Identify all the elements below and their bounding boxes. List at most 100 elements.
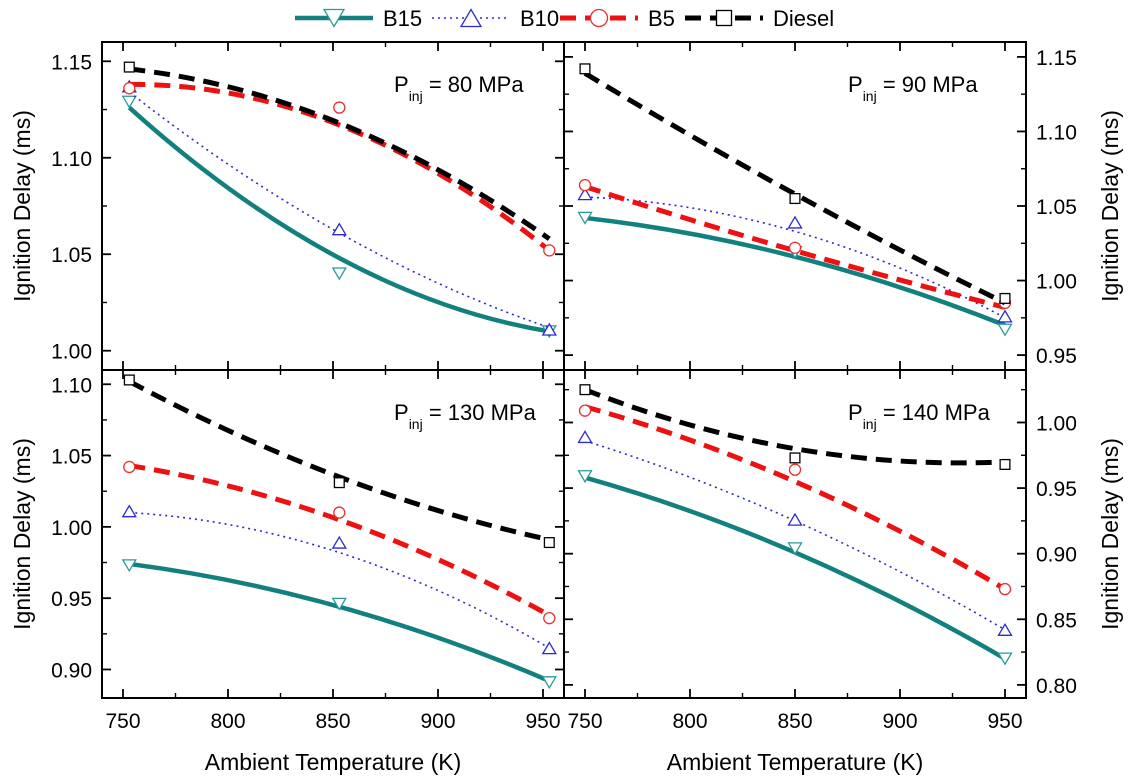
x-axis-title: Ambient Temperature (K)	[205, 749, 462, 775]
series-diesel	[579, 63, 1011, 306]
series-line-b5	[584, 404, 1007, 592]
data-point	[577, 211, 593, 225]
series-b15	[121, 95, 557, 339]
panel-3: 750 800 850 900 950 0.90 0.95 1.00 1.05 1.10 Ignit…	[9, 369, 565, 775]
x-tick-label: 950	[987, 710, 1022, 733]
series-line-diesel	[128, 379, 550, 543]
data-point	[577, 470, 593, 484]
data-point	[331, 267, 347, 281]
data-point	[579, 384, 591, 396]
data-point	[543, 537, 555, 549]
pressure-annotation: Pinj = 80 MPa	[394, 72, 524, 104]
y-axis-title: Ignition Delay (ms)	[9, 438, 35, 630]
data-point	[578, 178, 592, 192]
legend-label: B15	[383, 6, 422, 31]
series-line-diesel	[129, 66, 551, 241]
data-point	[121, 504, 137, 518]
legend-marker	[459, 8, 483, 28]
data-point	[541, 641, 557, 655]
y-tick-label: 0.95	[51, 588, 92, 611]
data-point	[787, 542, 803, 556]
data-point	[543, 611, 556, 625]
pressure-annotation: Pinj = 140 MPa	[848, 400, 991, 432]
data-point	[121, 95, 137, 109]
data-point	[789, 193, 801, 205]
legend-label: Diesel	[773, 6, 834, 31]
data-point	[579, 63, 591, 75]
legend-marker	[715, 9, 733, 27]
series-diesel	[123, 61, 551, 241]
data-point	[123, 460, 136, 474]
y-tick-label: 1.10	[1036, 121, 1077, 144]
y-tick-label: 0.95	[1036, 345, 1077, 368]
y-tick-label: 0.80	[1036, 675, 1077, 698]
y-tick-label: 1.15	[1036, 47, 1077, 70]
data-point	[331, 222, 347, 236]
series-b15	[121, 559, 557, 690]
data-point	[577, 430, 593, 444]
data-point	[789, 452, 801, 464]
data-point	[997, 652, 1013, 666]
pressure-annotation: Pinj = 130 MPa	[394, 400, 537, 432]
x-tick-label: 850	[777, 710, 812, 733]
x-tick-label: 900	[420, 710, 455, 733]
series-b10	[121, 504, 557, 655]
y-tick-label: 1.00	[51, 517, 92, 540]
series-line-diesel	[584, 387, 1006, 466]
y-tick-label: 0.95	[1036, 478, 1077, 501]
y-tick-label: 1.05	[51, 244, 92, 267]
series-b10	[577, 187, 1013, 323]
data-point	[999, 458, 1011, 470]
legend-entry-diesel: Diesel	[685, 6, 834, 31]
series-line-b15	[127, 105, 550, 334]
x-tick-label: 900	[882, 710, 917, 733]
data-point	[333, 477, 345, 489]
data-point	[331, 535, 347, 549]
data-point	[787, 215, 803, 229]
legend-label: B5	[648, 6, 675, 31]
data-point	[997, 622, 1013, 636]
data-point	[541, 676, 557, 690]
data-point	[578, 404, 592, 417]
data-point	[997, 323, 1013, 337]
series-line-b15	[584, 475, 1007, 661]
legend-marker	[322, 8, 346, 28]
x-tick-label: 750	[105, 710, 140, 733]
data-point	[543, 244, 556, 257]
series-diesel	[123, 374, 555, 549]
series-line-b10	[128, 91, 550, 329]
panel-2: 0.95 1.00 1.05 1.10 1.15 Ignition Delay (ms) P…	[563, 41, 1123, 371]
series-b10	[577, 430, 1013, 636]
series-line-diesel	[583, 71, 1007, 306]
series-b5	[578, 404, 1012, 596]
legend: B15 B10 B5 Diesel	[295, 6, 834, 31]
series-diesel	[579, 384, 1011, 470]
y-tick-label: 0.85	[1036, 609, 1077, 632]
x-tick-label: 950	[525, 710, 560, 733]
x-tick-label: 800	[672, 710, 707, 733]
y-tick-label: 1.00	[1036, 412, 1077, 435]
y-tick-label: 1.15	[51, 51, 92, 74]
data-point	[541, 322, 557, 336]
x-tick-label: 750	[567, 710, 602, 733]
data-point	[123, 374, 135, 386]
y-axis-title: Ignition Delay (ms)	[1097, 110, 1123, 302]
y-tick-label: 1.05	[1036, 196, 1077, 219]
data-point	[998, 582, 1012, 596]
y-tick-label: 1.10	[51, 374, 92, 397]
data-point	[123, 61, 135, 73]
data-point	[997, 309, 1013, 323]
series-b5	[123, 81, 556, 257]
data-point	[123, 82, 136, 95]
data-point	[787, 512, 803, 526]
x-axis-title: Ambient Temperature (K)	[667, 749, 924, 775]
data-point	[331, 597, 347, 611]
y-tick-label: 1.05	[51, 446, 92, 469]
legend-label: B10	[520, 6, 559, 31]
series-line-b5	[129, 81, 551, 253]
data-point	[577, 187, 593, 201]
y-tick-label: 0.90	[51, 659, 92, 682]
y-axis-title: Ignition Delay (ms)	[1097, 438, 1123, 630]
y-tick-label: 1.00	[1036, 271, 1077, 294]
